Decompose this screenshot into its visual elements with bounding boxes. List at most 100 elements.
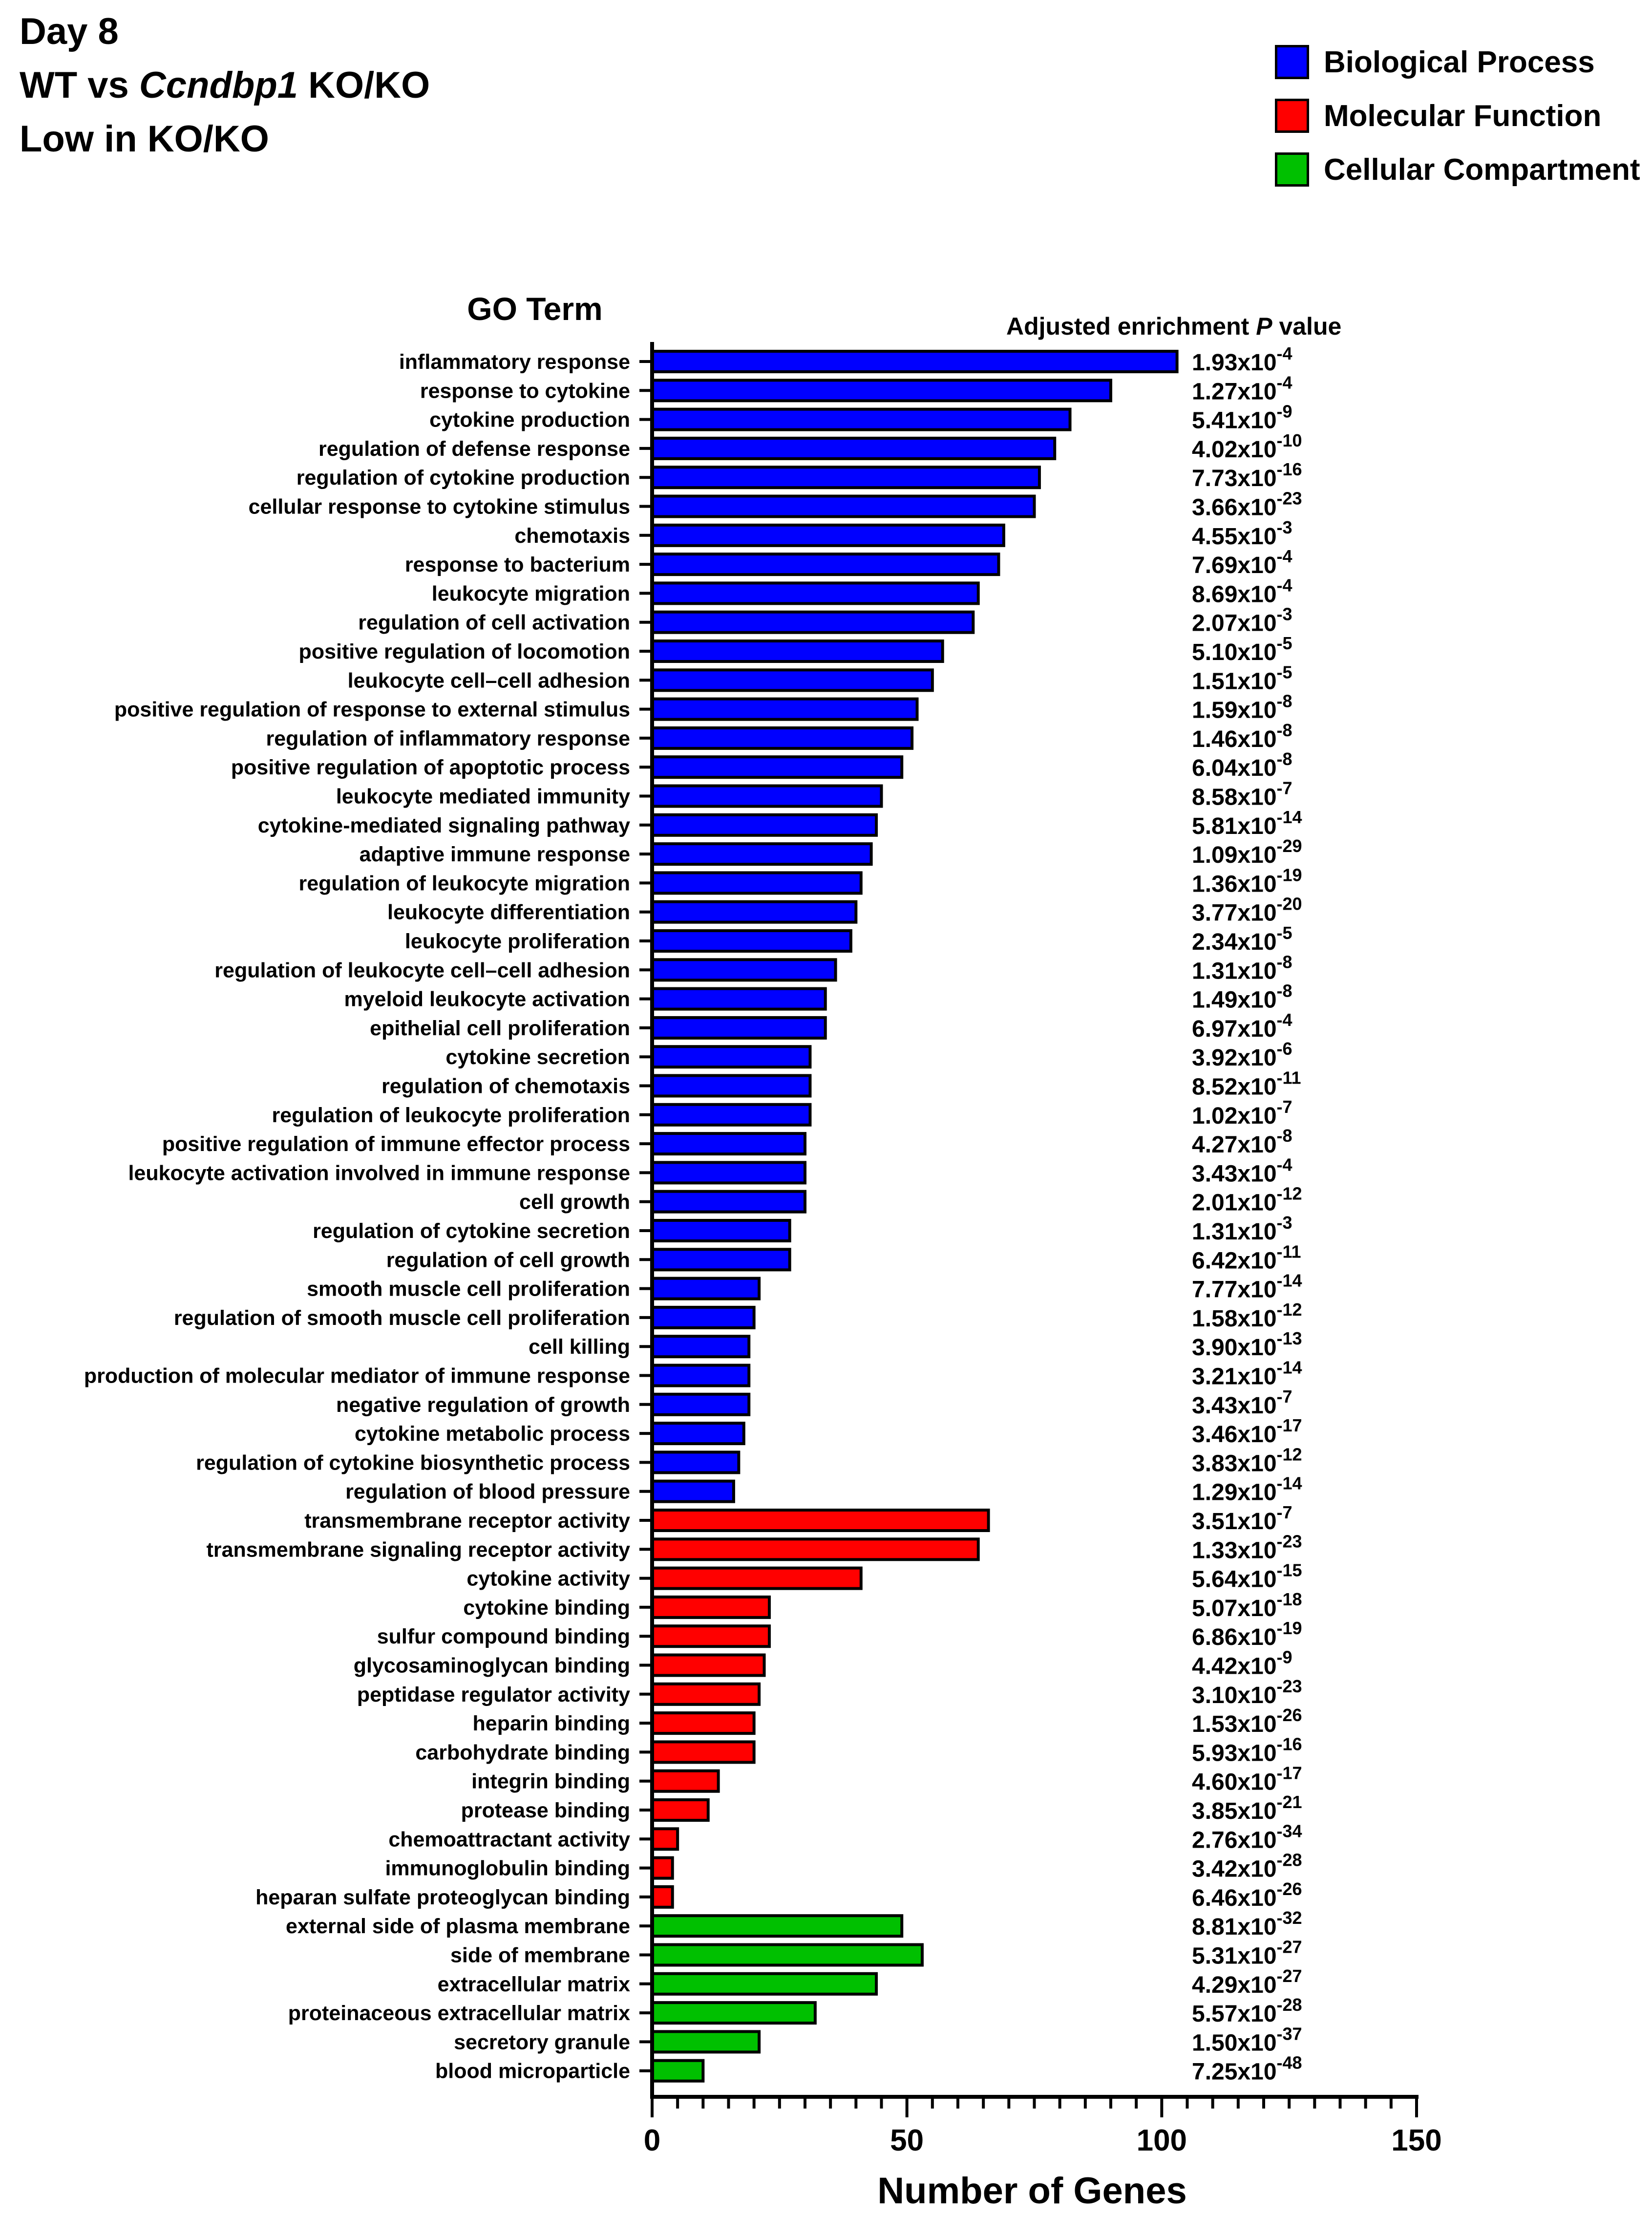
term-label-38: regulation of cytokine biosynthetic proc… [196,1451,630,1474]
bar-33 [651,1305,756,1329]
pvalue-mantissa-19: 3.77 [1192,900,1237,926]
pvalue-label-16: 5.81x10-14 [1192,807,1302,839]
pvalue-exponent-15: -7 [1277,778,1292,798]
pvalue-label-4: 7.73x10-16 [1192,459,1302,491]
pvalue-times-6: x10 [1237,524,1276,550]
pvalue-exponent-28: -4 [1277,1154,1292,1174]
pvalue-label-14: 6.04x10-8 [1192,749,1292,781]
pvalue-header-suffix: value [1272,313,1342,340]
bar-59 [651,2059,705,2083]
pvalue-exponent-14: -8 [1277,749,1292,769]
term-label-41: transmembrane signaling receptor activit… [207,1538,631,1561]
pvalue-mantissa-36: 3.43 [1192,1393,1237,1419]
legend: Biological Process Molecular Function Ce… [1275,35,1640,196]
bar-17 [651,842,873,866]
bar-14 [651,755,904,779]
pvalue-times-5: x10 [1237,495,1276,521]
pvalue-mantissa-42: 5.64 [1192,1567,1238,1593]
pvalue-label-2: 5.41x10-9 [1192,402,1292,434]
bar-53 [651,1885,674,1909]
pvalue-mantissa-39: 1.29 [1192,1480,1237,1506]
pvalue-exponent-8: -4 [1277,575,1292,595]
pvalue-times-33: x10 [1237,1306,1276,1332]
pvalue-exponent-37: -17 [1277,1415,1302,1435]
pvalue-times-49: x10 [1237,1769,1276,1795]
pvalue-times-8: x10 [1237,581,1276,607]
chart-title: Day 8 WT vs Ccndbp1 KO/KO Low in KO/KO [20,5,430,166]
bar-58 [651,2030,761,2054]
pvalue-times-12: x10 [1237,698,1276,724]
pvalue-header: Adjusted enrichment P value [1006,313,1341,340]
bar-20 [651,929,852,953]
title-line-2: WT vs Ccndbp1 KO/KO [20,59,430,112]
pvalue-times-30: x10 [1237,1219,1276,1245]
pvalue-exponent-56: -27 [1277,1966,1302,1986]
bar-43 [651,1595,771,1619]
pvalue-times-23: x10 [1237,1016,1276,1042]
bar-24 [651,1045,812,1069]
term-label-5: cellular response to cytokine stimulus [249,495,630,519]
term-label-31: regulation of cell growth [386,1248,630,1272]
pvalue-mantissa-0: 1.93 [1192,350,1237,376]
bar-57 [651,2001,817,2025]
pvalue-exponent-55: -27 [1277,1937,1302,1957]
pvalue-mantissa-44: 6.86 [1192,1624,1237,1650]
bar-54 [651,1914,904,1938]
pvalue-times-13: x10 [1237,726,1276,752]
term-label-25: regulation of chemotaxis [381,1075,630,1098]
pvalue-label-27: 4.27x10-8 [1192,1126,1292,1158]
pvalue-times-51: x10 [1237,1827,1276,1853]
bar-2 [651,407,1072,431]
term-label-24: cytokine secretion [445,1045,630,1069]
term-label-2: cytokine production [429,408,630,432]
term-label-56: extracellular matrix [438,1973,630,1996]
x-axis-title: Number of Genes [877,2170,1186,2212]
term-label-6: chemotaxis [514,524,630,548]
bar-52 [651,1856,674,1880]
term-label-18: regulation of leukocyte migration [298,872,630,895]
x-tick-label-50: 50 [890,2124,924,2157]
term-label-46: peptidase regulator activity [357,1683,630,1706]
bar-16 [651,813,878,837]
y-axis-title: GO Term [467,291,603,327]
pvalue-times-2: x10 [1237,408,1276,434]
pvalue-exponent-54: -32 [1277,1908,1302,1928]
term-label-30: regulation of cytokine secretion [313,1219,630,1243]
bar-56 [651,1972,878,1996]
title-line-2-suffix: KO/KO [298,64,430,106]
pvalue-mantissa-5: 3.66 [1192,495,1237,521]
pvalue-exponent-53: -26 [1277,1879,1302,1899]
pvalue-times-1: x10 [1237,379,1276,405]
pvalue-times-56: x10 [1237,1972,1276,1998]
pvalue-mantissa-58: 1.50 [1192,2030,1237,2056]
bar-3 [651,436,1057,460]
term-label-17: adaptive immune response [360,843,630,866]
term-label-55: side of membrane [450,1944,630,1967]
pvalue-label-20: 2.34x10-5 [1192,923,1292,955]
pvalue-label-19: 3.77x10-20 [1192,894,1302,926]
pvalue-exponent-39: -14 [1277,1473,1302,1493]
pvalue-exponent-22: -8 [1277,981,1292,1001]
pvalue-label-1: 1.27x10-4 [1192,372,1292,405]
term-label-45: glycosaminoglycan binding [354,1654,630,1678]
pvalue-mantissa-20: 2.34 [1192,929,1238,955]
pvalue-exponent-11: -5 [1277,662,1292,682]
term-label-21: regulation of leukocyte cell–cell adhesi… [214,959,630,982]
pvalue-exponent-32: -14 [1277,1271,1302,1291]
pvalue-mantissa-3: 4.02 [1192,437,1237,463]
pvalue-exponent-29: -12 [1277,1184,1302,1204]
pvalue-label-43: 5.07x10-18 [1192,1589,1302,1621]
pvalue-label-0: 1.93x10-4 [1192,343,1292,376]
pvalue-label-38: 3.83x10-12 [1192,1444,1302,1476]
pvalue-exponent-51: -34 [1277,1821,1302,1841]
bar-51 [651,1827,679,1851]
pvalue-mantissa-31: 6.42 [1192,1248,1237,1274]
pvalue-mantissa-48: 5.93 [1192,1740,1237,1766]
term-label-29: cell growth [519,1191,630,1214]
pvalue-times-59: x10 [1237,2059,1276,2085]
pvalue-times-15: x10 [1237,785,1276,810]
term-label-44: sulfur compound binding [377,1625,630,1648]
pvalue-mantissa-52: 3.42 [1192,1856,1237,1882]
pvalue-label-30: 1.31x10-3 [1192,1213,1292,1245]
term-label-54: external side of plasma membrane [286,1915,630,1938]
